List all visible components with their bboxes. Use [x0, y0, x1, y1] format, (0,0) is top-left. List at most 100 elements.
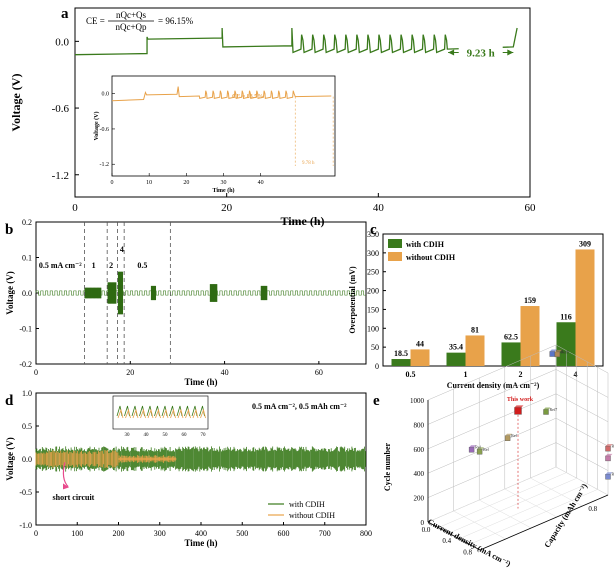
point-cube-top: [549, 349, 557, 352]
x-axis: [427, 521, 481, 551]
point-label: Ref8: [561, 349, 569, 354]
data-point: Ref: [476, 447, 490, 455]
point-cube: [549, 351, 555, 357]
y-tick-label: 250: [367, 268, 379, 277]
rate-label: 0.5 mA cm⁻²: [39, 261, 82, 270]
x-tick-label: 60: [525, 202, 537, 214]
plot-frame: [74, 7, 531, 198]
point-label: Ref: [511, 433, 517, 438]
x-tick-label: 20: [126, 368, 134, 377]
inset-annotation: CE = 83.5%: [232, 94, 263, 100]
y-axis-label: Voltage (V): [5, 437, 15, 480]
burst: [150, 285, 157, 301]
point-cube-top: [477, 447, 485, 450]
data-point: Ref8: [554, 349, 569, 358]
data-label: 159: [524, 296, 536, 305]
panel-label-e: e: [373, 393, 380, 409]
x-axis-label: Time (h): [184, 377, 217, 387]
x-tick-label: 40: [373, 202, 385, 214]
grid-line: [469, 489, 598, 545]
this-work-label: This work: [507, 397, 534, 403]
point-label: Ref: [475, 445, 481, 450]
y-tick-label: 200: [414, 495, 425, 503]
y-tick-label: 1000: [410, 397, 425, 405]
inset-y-tick-label: -1.2: [100, 162, 110, 168]
grid-line: [555, 466, 609, 496]
y-tick-label: 1.0: [22, 389, 32, 398]
x-tick-label: 500: [236, 529, 248, 538]
grid-line: [479, 499, 532, 529]
point-cube: [605, 445, 611, 452]
bar: [391, 359, 411, 366]
short-circuit-arrow: [62, 462, 69, 488]
x-axis-label: Current density (mA cm⁻²): [447, 381, 540, 390]
x-tick-label: 0: [34, 368, 38, 377]
ce-formula: CE = nQc+Qs nQc+Qp = 96.15%: [86, 10, 194, 32]
legend-label: without CDIH: [289, 511, 335, 520]
legend: with CDIH without CDIH: [268, 500, 335, 520]
x-tick-label: 60: [315, 368, 323, 377]
x-tick-label: 200: [113, 529, 125, 538]
point-cube: [543, 409, 549, 415]
x-tick-label: 400: [195, 529, 207, 538]
data-point: Ref: [605, 472, 614, 480]
y-tick-label: 0: [375, 362, 379, 371]
y-tick-label: 0.0: [55, 36, 69, 48]
x-axis-label: Time (h): [280, 214, 324, 228]
y-tick-label: 0: [421, 519, 425, 527]
inset-trace-with-cdih: [116, 405, 205, 417]
bar: [446, 352, 466, 366]
y-tick-label: 0.0: [22, 455, 32, 464]
grid-line: [448, 477, 577, 534]
burst: [107, 282, 117, 304]
grid-line: [453, 510, 506, 540]
x-tick-label: 0.5: [406, 370, 416, 379]
data-label: 81: [471, 325, 479, 334]
inset-x-tick-label: 40: [258, 180, 264, 186]
data-label: 35.4: [449, 343, 463, 352]
x-tick-label: 300: [154, 529, 166, 538]
y-tick-label: -0.6: [52, 103, 70, 115]
x-tick-label: 0.4: [442, 537, 451, 545]
z-axis: [479, 494, 609, 551]
rate-label: 2: [109, 261, 113, 270]
x-tick-label: 40: [221, 368, 229, 377]
data-label: 309: [579, 239, 591, 248]
y-tick-label: 800: [414, 421, 425, 429]
inset-frame: [111, 75, 336, 177]
grid-line: [427, 466, 557, 523]
legend-label: without CDIH: [406, 253, 456, 262]
inset-y-tick-label: -0.6: [100, 127, 110, 133]
x-tick-label: 0: [72, 202, 78, 214]
y-tick-label: -0.2: [19, 360, 32, 369]
inset-tick-label: 40: [144, 433, 150, 438]
inset-y-axis-label: Voltage (V): [93, 112, 100, 141]
y-tick-label: 150: [367, 305, 379, 314]
inset-tick-label: 60: [182, 433, 188, 438]
point-cube: [554, 351, 561, 358]
panel-label-a: a: [61, 6, 69, 22]
point-cube-top: [469, 445, 477, 448]
y-tick-label: 50: [371, 343, 379, 352]
arrowhead: [63, 483, 69, 490]
x-tick-label: 0.8: [463, 548, 472, 556]
panel-label-d: d: [5, 393, 14, 409]
point-cube-top: [605, 444, 613, 447]
y-axis-label: Voltage (V): [5, 271, 15, 314]
data-point: Ref: [504, 433, 518, 441]
point-cube-top: [505, 433, 513, 436]
y-tick-label: 0.2: [22, 218, 32, 227]
y-tick-label: -1.2: [52, 170, 69, 182]
point-cube-top: [514, 405, 524, 408]
point-cube: [476, 449, 483, 455]
burst: [260, 285, 268, 301]
z-axis-label: Capacity (mAh cm⁻²): [543, 482, 590, 550]
y-tick-label: 300: [367, 249, 379, 258]
inset-trace-without-cdih: [117, 408, 206, 419]
point-cube: [514, 407, 522, 415]
y-axis-label: Voltage (V): [9, 74, 23, 132]
legend-swatch: [388, 239, 402, 248]
inset-x-tick-label: 0: [111, 180, 114, 186]
arrowhead: [448, 49, 455, 56]
duration-label: 9.23 h: [467, 47, 495, 59]
